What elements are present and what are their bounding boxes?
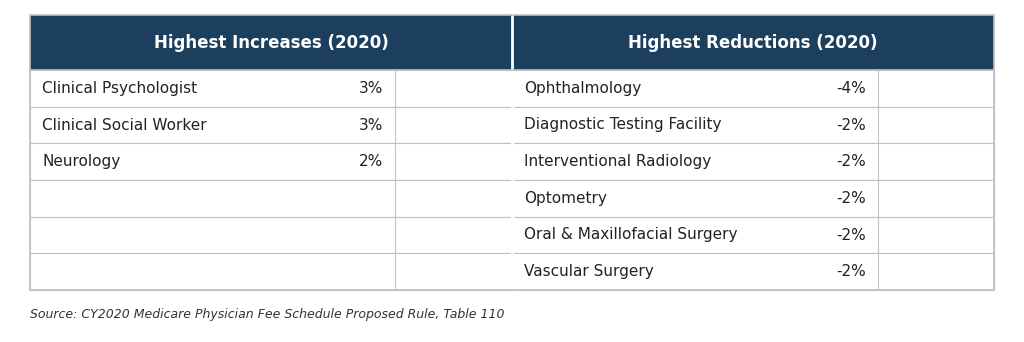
Bar — [30, 253, 512, 290]
Text: Diagnostic Testing Facility: Diagnostic Testing Facility — [524, 118, 722, 132]
Text: Highest Reductions (2020): Highest Reductions (2020) — [629, 34, 878, 52]
Text: Ophthalmology: Ophthalmology — [524, 81, 641, 96]
Text: Interventional Radiology: Interventional Radiology — [524, 154, 712, 169]
Bar — [512, 70, 994, 107]
Bar — [512, 253, 994, 290]
Text: -2%: -2% — [837, 264, 866, 279]
Text: Oral & Maxillofacial Surgery: Oral & Maxillofacial Surgery — [524, 227, 737, 242]
Bar — [30, 180, 512, 217]
Text: Optometry: Optometry — [524, 191, 607, 206]
Text: Neurology: Neurology — [42, 154, 120, 169]
Text: -2%: -2% — [837, 227, 866, 242]
Bar — [30, 143, 512, 180]
Text: Source: CY2020 Medicare Physician Fee Schedule Proposed Rule, Table 110: Source: CY2020 Medicare Physician Fee Sc… — [30, 308, 505, 321]
Bar — [30, 70, 512, 107]
Text: Clinical Psychologist: Clinical Psychologist — [42, 81, 198, 96]
Text: 2%: 2% — [358, 154, 383, 169]
Text: 3%: 3% — [358, 81, 383, 96]
Text: -2%: -2% — [837, 154, 866, 169]
Bar — [30, 15, 994, 290]
Bar — [30, 15, 512, 70]
Bar — [512, 143, 994, 180]
Bar — [30, 217, 512, 253]
Bar — [30, 107, 512, 143]
Text: -2%: -2% — [837, 118, 866, 132]
Bar — [512, 15, 994, 70]
Text: Highest Increases (2020): Highest Increases (2020) — [154, 34, 388, 52]
Bar — [512, 217, 994, 253]
Text: Vascular Surgery: Vascular Surgery — [524, 264, 653, 279]
Bar — [512, 180, 994, 217]
Text: -2%: -2% — [837, 191, 866, 206]
Text: 3%: 3% — [358, 118, 383, 132]
Text: -4%: -4% — [837, 81, 866, 96]
Text: Clinical Social Worker: Clinical Social Worker — [42, 118, 207, 132]
Bar — [512, 107, 994, 143]
